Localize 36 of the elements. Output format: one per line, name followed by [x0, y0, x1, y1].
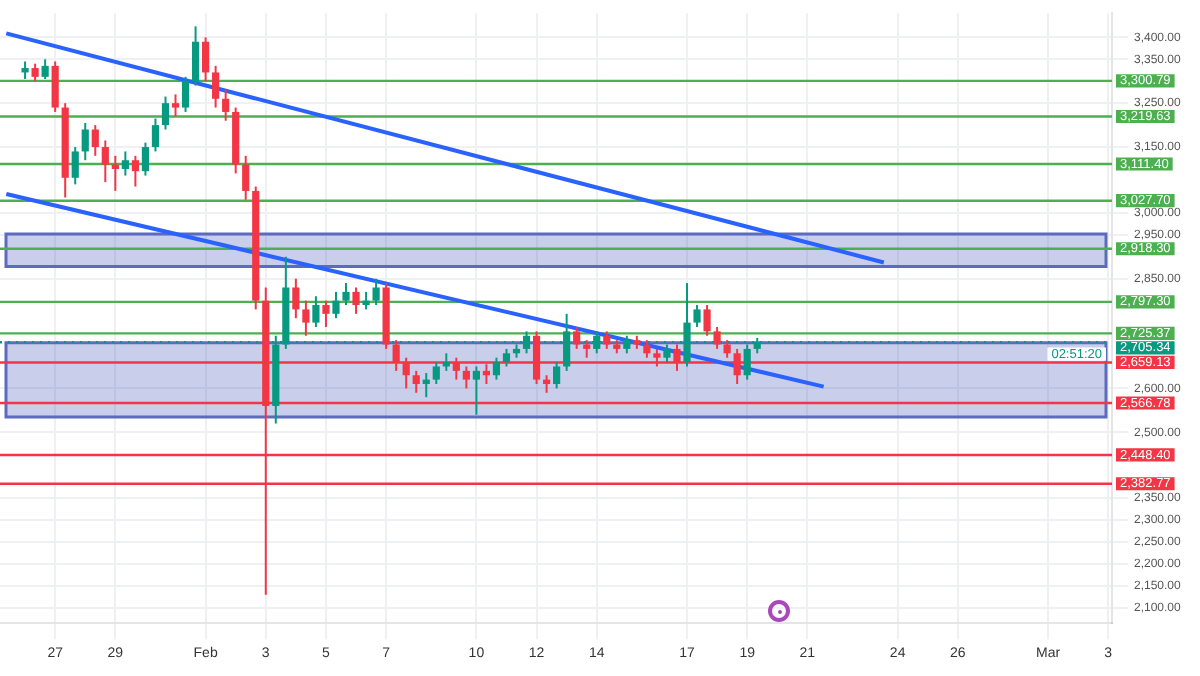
candlestick: [342, 282, 350, 307]
candlestick: [743, 343, 751, 381]
candlestick: [141, 141, 150, 177]
candlestick: [161, 95, 170, 131]
candlestick: [191, 25, 200, 87]
candlestick: [472, 365, 480, 416]
candlestick: [412, 369, 420, 394]
candlestick: [492, 356, 501, 381]
candlestick: [121, 150, 129, 177]
candlestick: [432, 361, 440, 386]
candlestick: [693, 304, 701, 328]
candlestick: [332, 290, 340, 320]
candlestick: [51, 60, 59, 113]
candlestick: [131, 154, 139, 188]
candlestick: [372, 277, 380, 307]
candlestick: [322, 299, 330, 328]
candlestick: [91, 124, 99, 157]
candlestick: [202, 36, 210, 83]
candlestick: [151, 117, 160, 153]
candlestick: [171, 93, 180, 118]
candlestick: [703, 304, 711, 337]
candlestick: [573, 325, 581, 350]
candlestick: [312, 295, 320, 328]
candlestick: [553, 361, 561, 390]
candlestick: [222, 89, 230, 122]
candlestick: [302, 299, 310, 337]
candlestick: [292, 277, 300, 320]
candlestick: [71, 146, 79, 186]
candlestick: [101, 139, 109, 184]
candlestick: [242, 154, 250, 201]
candlestick: [713, 325, 721, 350]
candlestick: [181, 75, 190, 113]
candlestick: [352, 286, 360, 315]
candlestick: [81, 121, 89, 162]
candlestick: [41, 58, 49, 81]
candlestick: [212, 64, 220, 109]
